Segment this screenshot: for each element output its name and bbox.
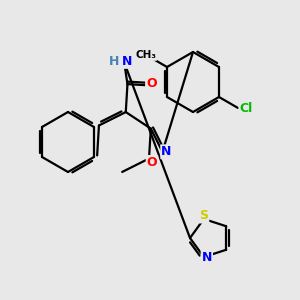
Text: O: O (147, 156, 157, 169)
Text: H: H (109, 55, 119, 68)
Text: CH₃: CH₃ (135, 50, 156, 60)
Text: N: N (202, 250, 212, 263)
Text: Cl: Cl (239, 101, 253, 115)
Text: N: N (161, 145, 172, 158)
Text: S: S (199, 209, 208, 223)
Text: N: N (122, 55, 132, 68)
Text: O: O (146, 77, 157, 90)
